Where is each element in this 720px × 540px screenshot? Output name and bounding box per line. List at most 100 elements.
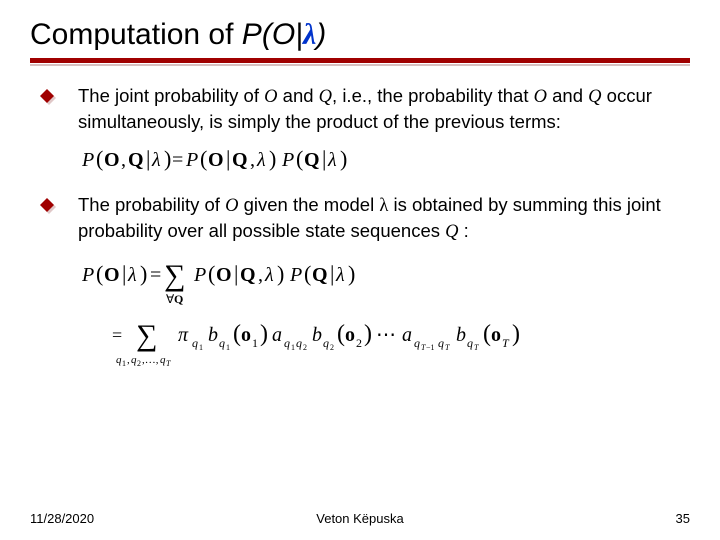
svg-text:∑: ∑: [164, 259, 185, 292]
svg-text:2: 2: [330, 343, 334, 352]
svg-text:1: 1: [252, 336, 258, 350]
svg-text:a: a: [402, 324, 412, 346]
svg-text:P: P: [289, 264, 302, 286]
svg-text:,: ,: [121, 149, 126, 171]
svg-text:): ): [164, 146, 171, 171]
svg-text:(: (: [337, 321, 345, 347]
diamond-bullet-icon: [40, 89, 56, 110]
svg-text:q: q: [284, 336, 290, 350]
svg-text:): ): [140, 261, 147, 286]
svg-text:P: P: [193, 264, 206, 286]
svg-text:|: |: [122, 261, 126, 286]
svg-text:o: o: [491, 324, 501, 346]
title-close: ): [316, 18, 326, 51]
svg-text:q: q: [438, 336, 444, 350]
svg-text:Q: Q: [304, 149, 320, 171]
svg-text:a: a: [272, 324, 282, 346]
svg-text:O: O: [208, 149, 224, 171]
slide-title: Computation of P(O|λ): [30, 18, 690, 52]
svg-text:O: O: [104, 149, 120, 171]
title-prefix: Computation of: [30, 18, 242, 51]
slide-footer: 11/28/2020 Veton Këpuska 35: [30, 511, 690, 526]
svg-text:=: =: [150, 264, 161, 286]
bullet-item: The joint probability of O and Q, i.e., …: [38, 84, 682, 135]
svg-text:q: q: [467, 336, 473, 350]
content-area: The joint probability of O and Q, i.e., …: [30, 84, 690, 380]
svg-text:2: 2: [137, 359, 141, 368]
bullet-item: The probability of O given the model λ i…: [38, 193, 682, 245]
svg-text:q: q: [192, 336, 198, 350]
svg-text:|: |: [234, 261, 238, 286]
svg-text:π: π: [178, 324, 189, 346]
svg-text:2: 2: [356, 336, 362, 350]
svg-text:Q: Q: [128, 149, 144, 171]
svg-text:): ): [269, 146, 276, 171]
svg-text:b: b: [208, 324, 218, 346]
title-lambda: λ: [303, 18, 316, 51]
svg-text:|: |: [226, 146, 230, 171]
svg-text:o: o: [345, 324, 355, 346]
svg-text:λ: λ: [256, 149, 266, 171]
svg-text:Q: Q: [174, 292, 183, 306]
svg-text:b: b: [312, 324, 322, 346]
svg-text:=: =: [112, 325, 122, 345]
footer-author: Veton Këpuska: [30, 511, 690, 526]
svg-text:1: 1: [226, 343, 230, 352]
svg-text:): ): [260, 321, 268, 347]
svg-text:,: ,: [250, 149, 255, 171]
svg-text:T: T: [445, 343, 450, 352]
title-bar: |: [295, 18, 303, 51]
svg-text:1: 1: [122, 359, 126, 368]
svg-text:=: =: [172, 149, 183, 171]
svg-text:1: 1: [291, 343, 295, 352]
svg-text:(: (: [483, 321, 491, 347]
svg-text:λ: λ: [151, 149, 161, 171]
svg-text:(: (: [208, 261, 215, 286]
svg-text:q: q: [323, 336, 329, 350]
svg-text:): ): [340, 146, 347, 171]
diamond-bullet-icon: [40, 198, 56, 219]
svg-text:O: O: [104, 264, 120, 286]
svg-text:Q: Q: [312, 264, 328, 286]
title-o: O: [272, 18, 295, 51]
bullet-text: The probability of O given the model λ i…: [78, 193, 682, 245]
svg-text:(: (: [200, 146, 207, 171]
svg-text:λ: λ: [264, 264, 274, 286]
svg-text:P: P: [281, 149, 294, 171]
slide: Computation of P(O|λ) The joint probabil…: [0, 0, 720, 540]
formula-joint-probability: P ( O , Q | λ ) = P ( O | Q , λ ) P ( Q: [82, 145, 682, 175]
svg-text:): ): [348, 261, 355, 286]
svg-text:(: (: [96, 146, 103, 171]
title-rule: [30, 58, 690, 66]
svg-text:T: T: [166, 359, 171, 368]
svg-text:|: |: [330, 261, 334, 286]
svg-text:): ): [512, 321, 520, 347]
title-open: (: [262, 18, 272, 51]
svg-text:): ): [277, 261, 284, 286]
svg-text:P: P: [185, 149, 198, 171]
svg-text:Q: Q: [240, 264, 256, 286]
svg-text:2: 2: [303, 343, 307, 352]
svg-text:(: (: [304, 261, 311, 286]
svg-text:): ): [364, 321, 372, 347]
svg-text:(: (: [233, 321, 241, 347]
svg-text:⋯: ⋯: [376, 324, 396, 346]
svg-text:P: P: [82, 149, 94, 171]
title-p: P: [242, 18, 262, 51]
svg-text:q: q: [219, 336, 225, 350]
svg-text:(: (: [296, 146, 303, 171]
svg-text:∑: ∑: [136, 319, 157, 352]
svg-text:,…,: ,…,: [142, 354, 159, 366]
svg-text:q: q: [414, 336, 420, 350]
svg-text:,: ,: [258, 264, 263, 286]
svg-text:λ: λ: [127, 264, 137, 286]
svg-text:λ: λ: [335, 264, 345, 286]
formula-marginal-probability: P ( O | λ ) = ∑ ∀ Q P ( O | Q , λ ) P (: [82, 255, 682, 380]
svg-text:T: T: [474, 343, 479, 352]
svg-text:O: O: [216, 264, 232, 286]
svg-text:b: b: [456, 324, 466, 346]
svg-text:(: (: [96, 261, 103, 286]
svg-text:T: T: [502, 336, 510, 350]
svg-text:1: 1: [199, 343, 203, 352]
svg-text:|: |: [322, 146, 326, 171]
